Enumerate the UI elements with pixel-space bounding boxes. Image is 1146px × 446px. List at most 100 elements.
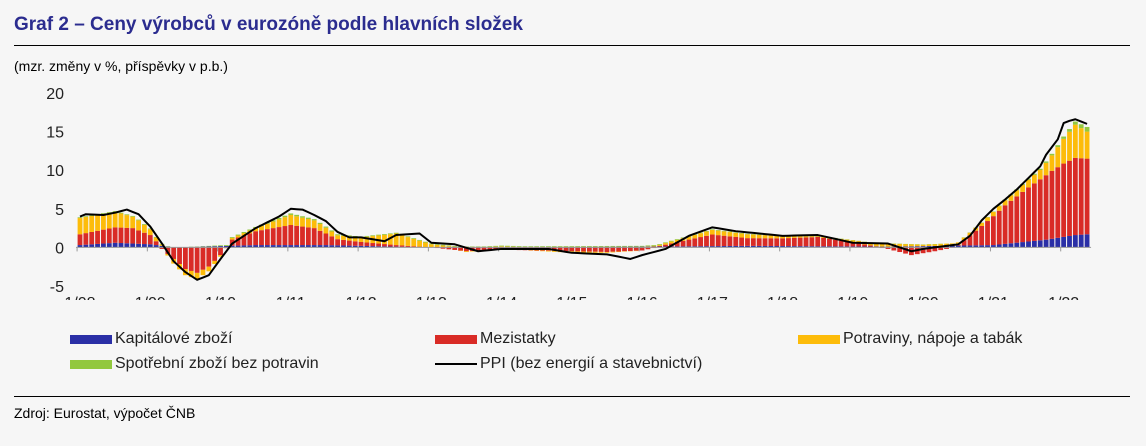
bar-segment — [1049, 238, 1055, 248]
bar-segment — [715, 246, 721, 248]
bar-segment — [83, 233, 89, 245]
x-tick-label: 1/19 — [837, 295, 868, 300]
bar-segment — [118, 213, 124, 228]
bar-segment — [715, 230, 721, 231]
bar-segment — [446, 245, 452, 247]
bar-segment — [352, 236, 358, 242]
bar-segment — [1067, 129, 1072, 132]
bar-segment — [891, 247, 897, 251]
bar-segment — [346, 236, 352, 241]
bar-segment — [592, 246, 598, 247]
bar-segment — [142, 244, 147, 248]
bar-segment — [282, 217, 288, 227]
bar-segment — [440, 245, 446, 248]
legend-item-ppi: PPI (bez energií a stavebnictví) — [435, 355, 702, 373]
bar-segment — [674, 239, 680, 240]
bar-segment — [569, 247, 575, 252]
x-tick-label: 1/12 — [345, 295, 376, 300]
bar-segment — [721, 230, 727, 232]
bar-segment — [118, 243, 124, 248]
bar-segment — [276, 217, 282, 220]
legend-swatch — [435, 334, 477, 344]
bar-segment — [101, 243, 106, 248]
bar-segment — [300, 216, 305, 218]
legend-label: Mezistatky — [480, 330, 556, 347]
bar-segment — [136, 220, 141, 231]
bar-segment — [446, 246, 452, 248]
bar-segment — [218, 247, 223, 256]
bar-segment — [393, 232, 399, 234]
bar-segment — [756, 234, 762, 239]
bar-segment — [264, 229, 270, 246]
bar-segment — [856, 243, 862, 247]
bar-segment — [540, 246, 545, 247]
bar-segment — [563, 247, 569, 252]
bar-segment — [762, 238, 768, 246]
bar-segment — [803, 246, 809, 248]
bar-segment — [387, 234, 393, 245]
bar-segment — [218, 246, 223, 248]
bar-segment — [1026, 187, 1031, 242]
bar-segment — [1067, 235, 1072, 248]
bar-segment — [932, 244, 938, 246]
bar-segment — [329, 230, 335, 232]
bar-segment — [481, 246, 487, 248]
bar-segment — [1002, 205, 1008, 244]
bar-segment — [791, 237, 797, 247]
legend-label: Kapitálové zboží — [115, 330, 233, 347]
bar-segment — [434, 244, 440, 248]
bar-segment — [229, 245, 235, 248]
bar-segment — [493, 245, 499, 247]
bar-segment — [692, 238, 698, 247]
bar-segment — [756, 238, 762, 246]
bar-segment — [961, 240, 967, 246]
bar-segment — [551, 250, 557, 252]
bar-segment — [774, 235, 780, 239]
bar-segment — [838, 240, 844, 247]
bar-segment — [592, 247, 598, 252]
bar-segment — [850, 240, 856, 243]
bar-segment — [241, 232, 247, 234]
bar-segment — [83, 217, 89, 234]
bar-segment — [276, 227, 282, 246]
bar-segment — [352, 245, 358, 248]
bar-segment — [452, 247, 458, 250]
bar-segment — [692, 246, 698, 248]
bar-segment — [235, 234, 241, 236]
bar-segment — [253, 228, 259, 232]
x-tick-label: 1/09 — [135, 295, 166, 300]
bar-segment — [709, 246, 715, 248]
bar-segment — [423, 242, 428, 248]
bar-segment — [153, 241, 159, 246]
bar-segment — [645, 245, 651, 247]
bar-segment — [522, 246, 528, 248]
bar-segment — [112, 242, 118, 248]
bar-segment — [77, 218, 83, 235]
bar-segment — [376, 234, 382, 236]
bar-segment — [130, 243, 136, 248]
bar-segment — [821, 236, 826, 238]
legend-item-spotrebni: Spotřební zboží bez potravin — [70, 355, 319, 373]
bar-segment — [967, 232, 973, 236]
bar-segment — [130, 228, 136, 244]
bar-segment — [147, 235, 153, 245]
bar-segment — [264, 245, 270, 248]
bar-segment — [475, 247, 481, 251]
bar-segment — [1067, 131, 1072, 161]
bar-segment — [364, 235, 370, 237]
bar-segment — [329, 231, 335, 237]
bar-segment — [979, 225, 985, 246]
bar-segment — [616, 247, 622, 252]
bar-segment — [733, 245, 739, 248]
bar-segment — [745, 234, 750, 239]
bar-segment — [780, 238, 785, 247]
bar-segment — [850, 242, 856, 247]
bar-segment — [1008, 195, 1014, 201]
bar-segment — [774, 238, 780, 247]
bar-segment — [879, 243, 885, 247]
bar-segment — [1072, 157, 1078, 236]
bar-segment — [750, 238, 756, 246]
bar-segment — [235, 245, 241, 248]
bar-segment — [903, 244, 908, 247]
bar-segment — [973, 245, 979, 248]
